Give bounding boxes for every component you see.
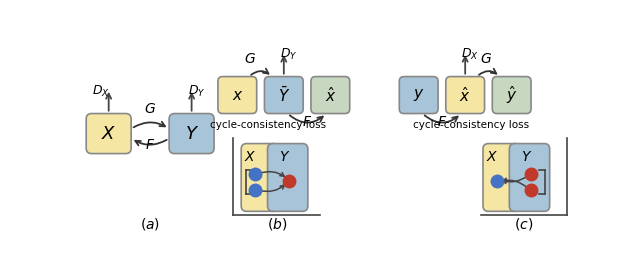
Text: $X$: $X$: [101, 124, 116, 143]
FancyBboxPatch shape: [169, 114, 214, 153]
FancyBboxPatch shape: [483, 144, 520, 211]
Text: $Y$: $Y$: [279, 150, 291, 164]
Text: $\hat{y}$: $\hat{y}$: [506, 84, 518, 106]
FancyBboxPatch shape: [241, 144, 278, 211]
FancyBboxPatch shape: [509, 144, 550, 211]
FancyBboxPatch shape: [399, 77, 438, 114]
Text: $X$: $X$: [244, 150, 257, 164]
FancyBboxPatch shape: [264, 77, 303, 114]
Text: $(c)$: $(c)$: [515, 216, 534, 232]
Text: $(b)$: $(b)$: [267, 216, 287, 232]
FancyBboxPatch shape: [446, 77, 484, 114]
Text: $\hat{x}$: $\hat{x}$: [460, 86, 471, 105]
Text: $x$: $x$: [232, 88, 243, 103]
Text: $(a)$: $(a)$: [140, 216, 160, 232]
Text: $Y$: $Y$: [184, 124, 198, 143]
FancyBboxPatch shape: [492, 77, 531, 114]
Text: $F$: $F$: [302, 115, 312, 129]
Text: $D_Y$: $D_Y$: [280, 47, 298, 62]
Text: $G$: $G$: [480, 52, 492, 66]
Text: cycle-consistency loss: cycle-consistency loss: [210, 120, 326, 130]
Text: $Y$: $Y$: [521, 150, 532, 164]
Text: cycle-consistency loss: cycle-consistency loss: [413, 120, 529, 130]
Text: $\bar{Y}$: $\bar{Y}$: [278, 85, 290, 105]
Text: $y$: $y$: [413, 87, 424, 103]
Text: $F$: $F$: [437, 115, 447, 129]
Text: $\hat{x}$: $\hat{x}$: [324, 86, 336, 105]
FancyBboxPatch shape: [311, 77, 349, 114]
Text: $D_X$: $D_X$: [461, 47, 479, 62]
Text: $D_X$: $D_X$: [92, 84, 109, 99]
Text: $G$: $G$: [244, 52, 256, 66]
FancyBboxPatch shape: [218, 77, 257, 114]
Text: $D_Y$: $D_Y$: [188, 84, 205, 99]
FancyBboxPatch shape: [86, 114, 131, 153]
FancyBboxPatch shape: [268, 144, 308, 211]
Text: $F$: $F$: [145, 138, 156, 152]
Text: $G$: $G$: [144, 102, 156, 117]
Text: $X$: $X$: [486, 150, 499, 164]
